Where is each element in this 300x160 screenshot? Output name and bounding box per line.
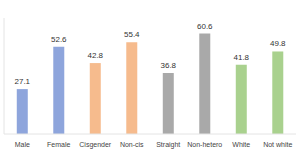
svg-text:Not white: Not white — [263, 141, 292, 148]
svg-text:White: White — [232, 141, 250, 148]
svg-text:60.6: 60.6 — [197, 22, 213, 31]
svg-text:52.6: 52.6 — [51, 35, 67, 44]
svg-text:Non-hetero: Non-hetero — [187, 141, 222, 148]
svg-text:27.1: 27.1 — [14, 77, 30, 86]
svg-text:49.8: 49.8 — [270, 39, 286, 48]
svg-text:Non-cis: Non-cis — [120, 141, 144, 148]
svg-text:36.8: 36.8 — [160, 61, 176, 70]
svg-text:42.8: 42.8 — [87, 51, 103, 60]
svg-text:41.8: 41.8 — [233, 53, 249, 62]
svg-text:Male: Male — [15, 141, 30, 148]
svg-text:Cisgender: Cisgender — [79, 141, 112, 149]
svg-text:Female: Female — [47, 141, 70, 148]
svg-text:55.4: 55.4 — [124, 30, 140, 39]
svg-text:Straight: Straight — [156, 141, 180, 149]
